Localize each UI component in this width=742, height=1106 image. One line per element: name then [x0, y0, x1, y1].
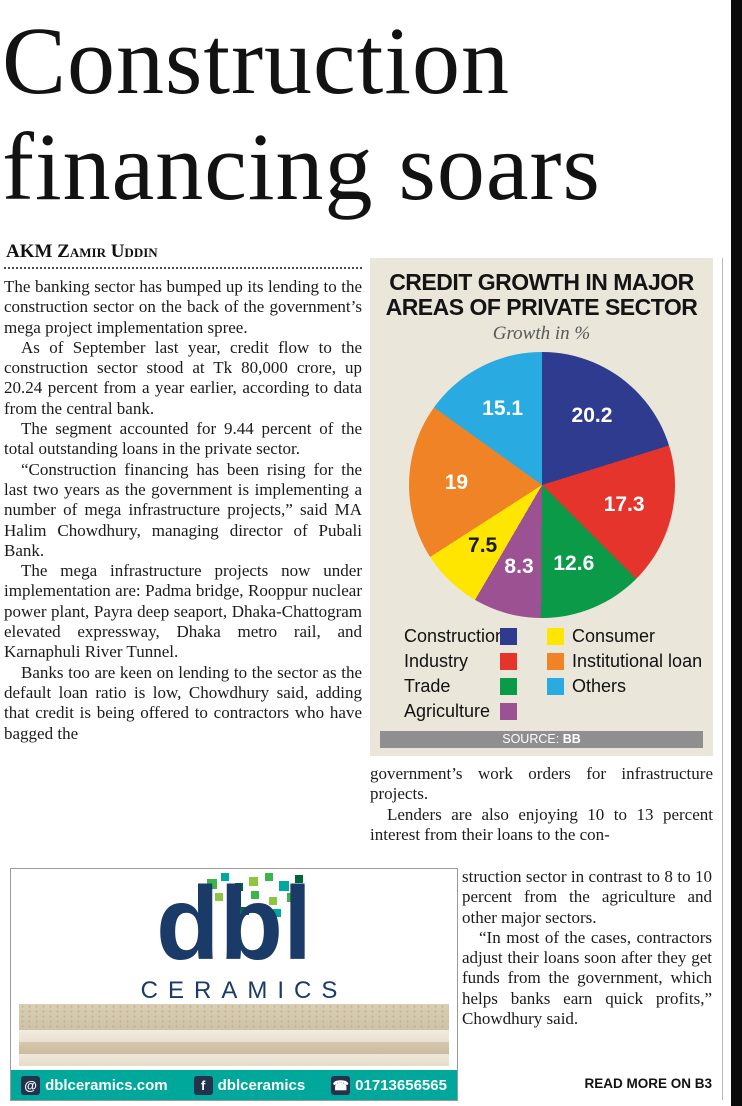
article-paragraph: The banking sector has bumped up its len… — [4, 277, 362, 337]
legend-swatch — [500, 653, 517, 670]
legend-row: Agriculture — [404, 699, 703, 724]
pixel-square — [251, 891, 259, 899]
ad-contact-bar: @ dblceramics.com f dblceramics ☎ 01713656565 — [11, 1070, 457, 1100]
pixel-square — [249, 877, 258, 886]
pixel-square — [287, 893, 296, 902]
legend-swatch — [500, 628, 517, 645]
credit-growth-chart: CREDIT GROWTH IN MAJOR AREAS OF PRIVATE … — [370, 258, 713, 756]
page-edge-bar — [731, 0, 742, 1106]
ad-contact-item: f dblceramics — [193, 1075, 306, 1095]
article-paragraph: government’s work orders for infrastruct… — [370, 764, 713, 804]
pie-slice-label: 17.3 — [603, 493, 645, 517]
article-narrow-column: struction sector in contrast to 8 to 10 … — [462, 867, 712, 1029]
pixel-square — [241, 907, 249, 915]
article-paragraph: struction sector in contrast to 8 to 10 … — [462, 867, 712, 927]
ad-contact-text: 01713656565 — [355, 1076, 447, 1094]
ad-contact-text: dblceramics — [217, 1076, 306, 1094]
pixel-square — [269, 897, 277, 905]
article-paragraph: As of September last year, credit flow t… — [4, 337, 362, 418]
source-label: SOURCE: — [502, 732, 560, 746]
ad-contact-text: dblceramics.com — [45, 1076, 168, 1094]
pie-slice-label: 8.3 — [504, 555, 534, 579]
legend-row: Trade Others — [404, 674, 703, 699]
pixel-square — [273, 909, 281, 917]
pie-slice-label: 12.6 — [553, 551, 595, 575]
legend-label: Institutional loan — [572, 651, 703, 671]
chart-title-line-1: CREDIT GROWTH IN MAJOR — [389, 269, 694, 295]
legend-swatch — [547, 628, 564, 645]
pixel-square — [235, 883, 243, 891]
pixel-square — [265, 873, 273, 881]
pixel-square — [221, 873, 229, 881]
article-paragraph: “In most of the cases, contractors adjus… — [462, 927, 712, 1029]
legend-swatch — [547, 678, 564, 695]
legend-label: Consumer — [572, 626, 656, 646]
ad-contact-item: @ dblceramics.com — [21, 1075, 168, 1095]
article-right-column: government’s work orders for infrastruct… — [370, 764, 713, 845]
website-icon: @ — [21, 1075, 41, 1095]
pixel-square — [207, 879, 217, 889]
dbl-ceramics-ad: dbl CERAMICS @ dblceramics.com f dblceramic… — [10, 868, 458, 1101]
chart-source-bar: SOURCE: BB — [380, 731, 703, 748]
pixel-square — [279, 881, 289, 891]
page-title: Construction financing soars — [2, 8, 732, 220]
article-paragraph: The segment accounted for 9.44 percent o… — [4, 419, 362, 459]
ad-brand-subtitle: CERAMICS — [140, 977, 348, 1004]
facebook-icon: f — [193, 1075, 213, 1095]
article-paragraph: Banks too are keen on lending to the sec… — [4, 662, 362, 743]
chart-title: CREDIT GROWTH IN MAJOR AREAS OF PRIVATE … — [380, 270, 703, 320]
ceramic-tiles-image — [19, 1004, 449, 1066]
chart-subtitle: Growth in % — [492, 323, 591, 344]
byline: AKM Zamir Uddin — [6, 241, 158, 262]
source-value: BB — [562, 732, 581, 746]
ad-brand-logo: dbl — [156, 868, 312, 982]
pixel-square — [295, 875, 303, 883]
legend-swatch — [500, 703, 517, 720]
pixel-square — [215, 893, 223, 901]
headline-line-1: Construction — [2, 7, 510, 114]
pie-chart: 20.2 17.3 12.6 8.3 7.5 19 15.1 — [408, 352, 675, 618]
pie-slice-label: 15.1 — [482, 397, 524, 421]
legend-label: Trade — [404, 676, 451, 696]
legend-label: Agriculture — [404, 701, 491, 721]
article-paragraph: Lenders are also enjoying 10 to 13 perce… — [370, 804, 713, 844]
legend-label: Others — [572, 676, 627, 696]
legend-row: Industry Institutional loan — [404, 649, 703, 674]
article-paragraph: “Construction financing has been rising … — [4, 459, 362, 560]
pie-slice-label: 19 — [444, 470, 469, 494]
headline-line-2: financing soars — [2, 113, 601, 220]
pie-slice-label: 7.5 — [468, 534, 498, 558]
legend-swatch — [547, 653, 564, 670]
legend-row: Construction Consumer — [404, 624, 703, 649]
legend-label: Industry — [404, 651, 469, 671]
ad-contact-item: ☎ 01713656565 — [331, 1075, 447, 1095]
pie-slice-label: 20.2 — [571, 404, 613, 428]
dotted-divider — [4, 267, 362, 269]
pixel-square — [231, 897, 240, 906]
article-paragraph: The mega infrastructure projects now und… — [4, 561, 362, 662]
legend-label: Construction — [404, 626, 506, 646]
read-more-note: READ MORE ON B3 — [584, 1076, 712, 1091]
article-left-column: The banking sector has bumped up its len… — [4, 277, 362, 744]
column-divider — [722, 258, 723, 1100]
legend-swatch — [500, 678, 517, 695]
chart-title-line-2: AREAS OF PRIVATE SECTOR — [385, 294, 698, 320]
chart-legend: Construction Consumer Industry Institutiona… — [404, 624, 703, 724]
phone-icon: ☎ — [331, 1075, 351, 1095]
